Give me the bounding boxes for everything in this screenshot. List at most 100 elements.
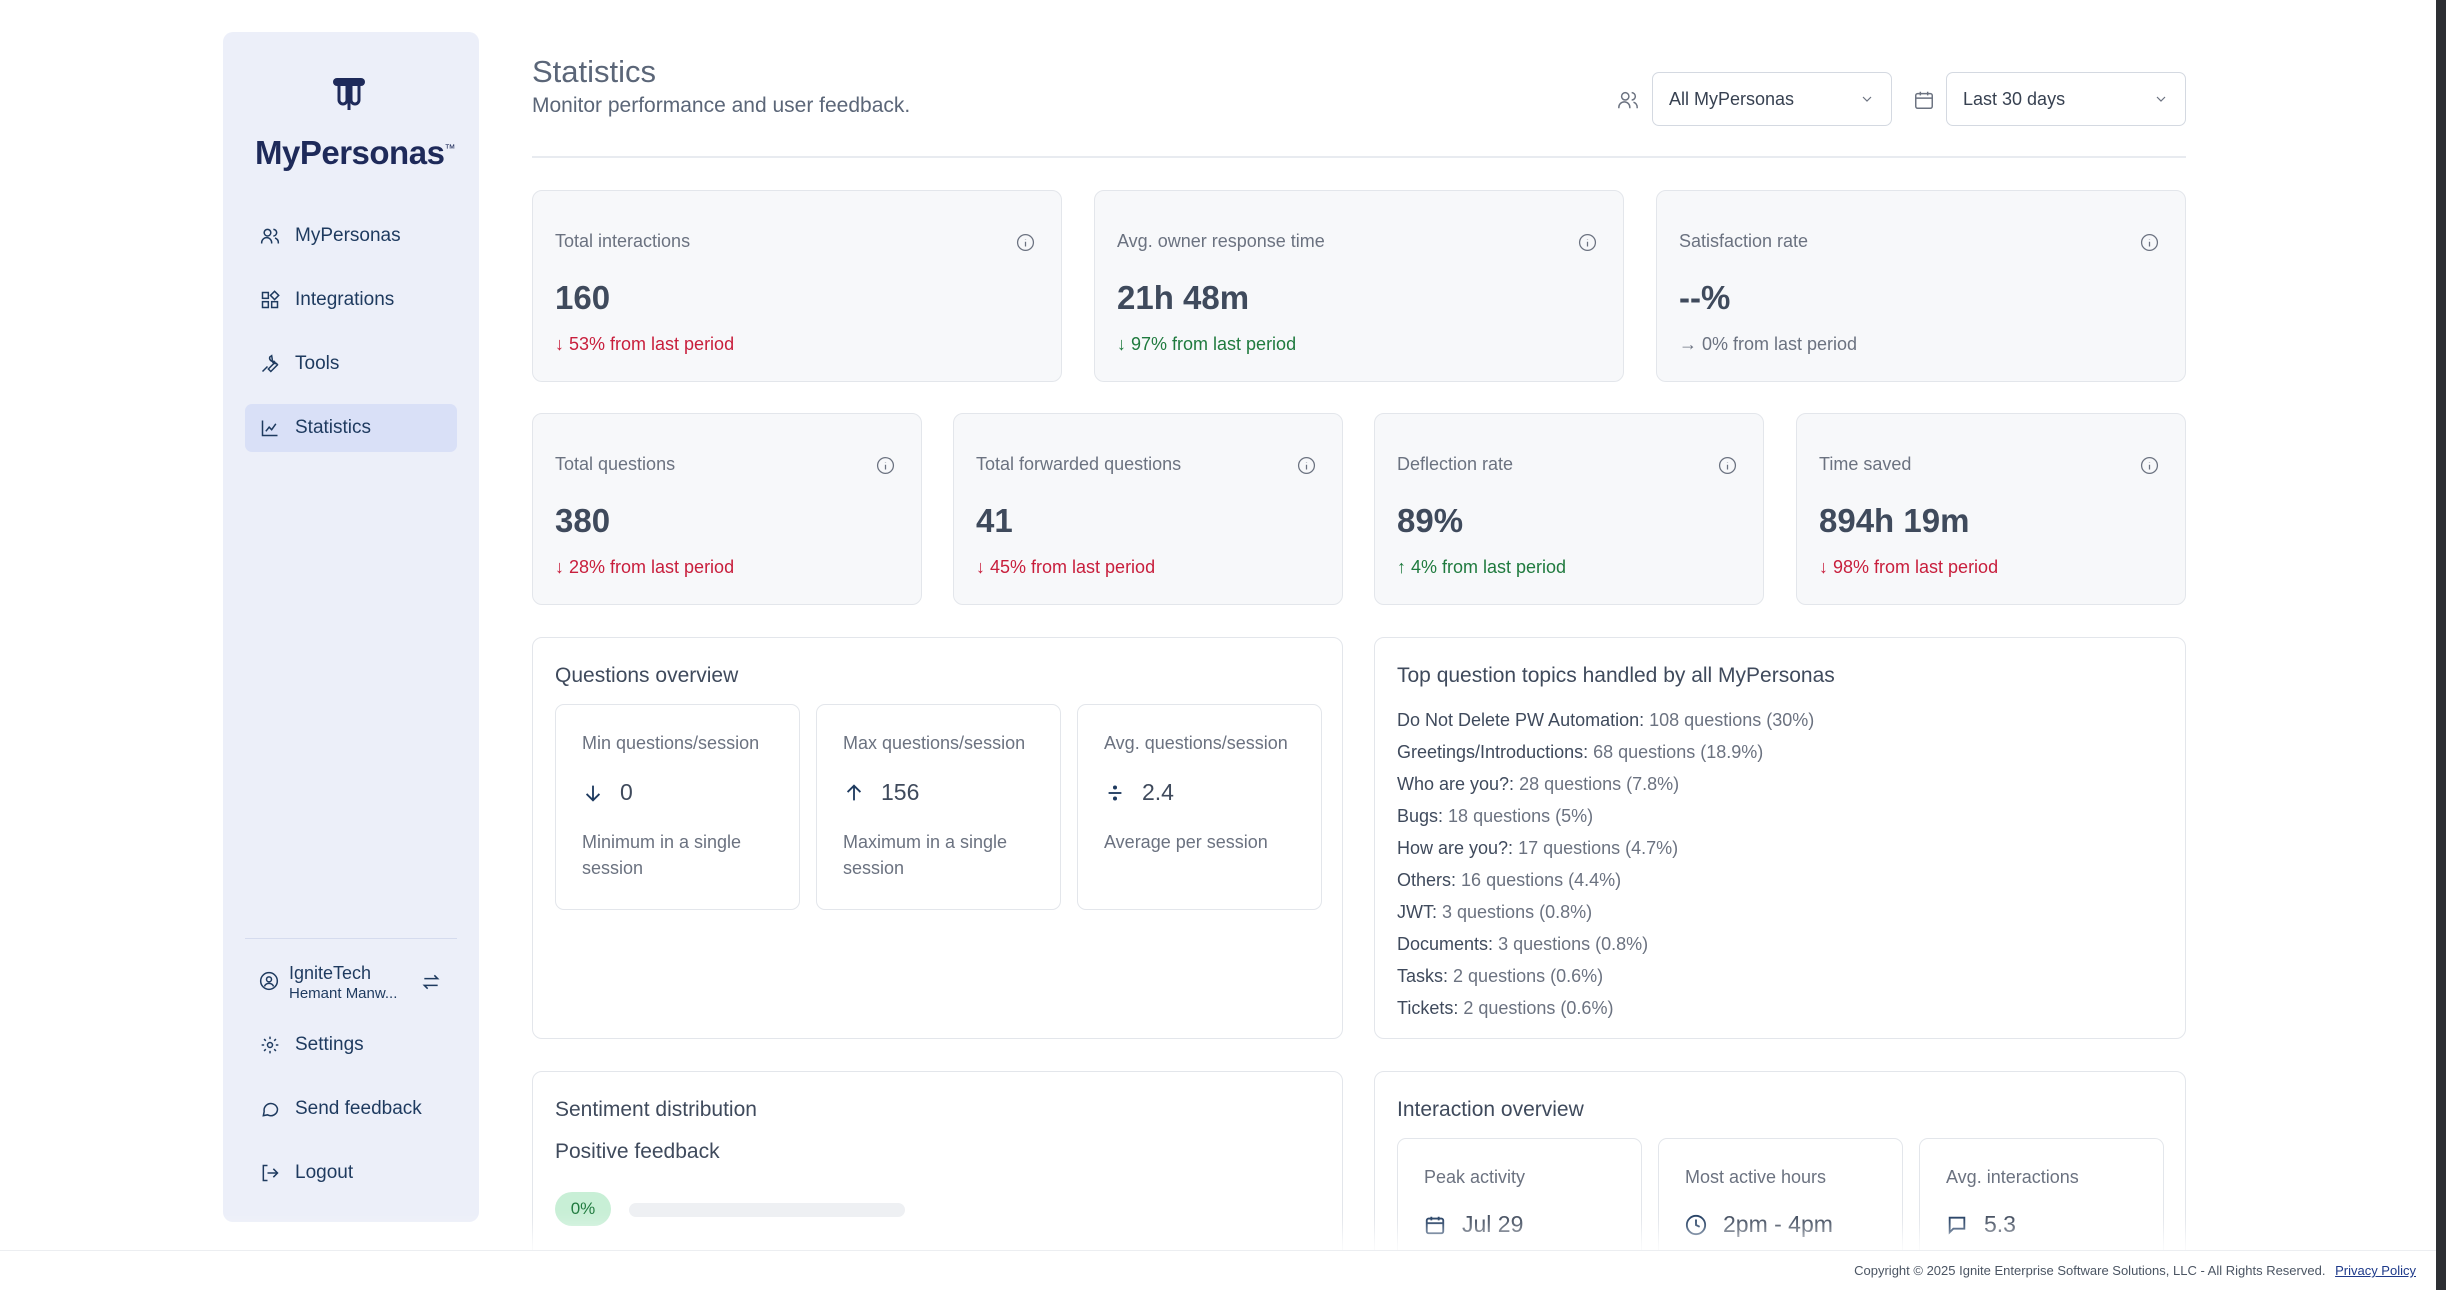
list-item: Bugs: 18 questions (5%) [1397, 806, 1594, 826]
metric-change: ↑ 4% from last period [1397, 557, 1567, 577]
account-user: Hemant Manw... [289, 984, 398, 1002]
questions-overview-panel: Questions overview Min questions/session… [532, 637, 1343, 1039]
privacy-policy-link[interactable]: Privacy Policy [2335, 1263, 2416, 1278]
sidebar-item-label: Send feedback [295, 1098, 422, 1119]
sidebar-item-label: Statistics [295, 417, 372, 438]
positive-feedback-label: Positive feedback [555, 1140, 720, 1163]
metric-label: Deflection rate [1397, 454, 1514, 474]
list-item: Who are you?: 28 questions (7.8%) [1397, 774, 1680, 794]
arrow-up-icon [843, 782, 865, 804]
info-icon[interactable] [1297, 456, 1316, 475]
metric-change: ↓ 28% from last period [555, 557, 735, 577]
metric-value: 41 [976, 502, 1013, 539]
metric-card-avg-response-time: Avg. owner response time 21h 48m ↓ 97% f… [1094, 190, 1624, 382]
sidebar-item-tools[interactable]: Tools [245, 340, 457, 388]
sub-value: 0 [582, 779, 633, 806]
metric-label: Total questions [555, 454, 676, 474]
sub-value: 5.3 [1946, 1211, 2016, 1238]
list-item: Do Not Delete PW Automation: 108 questio… [1397, 710, 1815, 730]
metric-label: Avg. owner response time [1117, 231, 1325, 251]
message-icon [259, 1098, 281, 1120]
metric-change: → 0% from last period [1679, 334, 1858, 354]
calendar-icon [1424, 1214, 1446, 1236]
min-questions-card: Min questions/session 0 Minimum in a sin… [555, 704, 800, 910]
sidebar-item-mypersonas[interactable]: MyPersonas [245, 212, 457, 260]
metric-change: ↓ 97% from last period [1117, 334, 1297, 354]
sidebar-bottom: IgniteTech Hemant Manw... Settings Send … [245, 938, 457, 1213]
metric-label: Time saved [1819, 454, 1912, 474]
metric-value: 380 [555, 502, 611, 539]
section-title: Questions overview [555, 664, 739, 687]
page-title: Statistics [532, 54, 657, 89]
section-title: Interaction overview [1397, 1098, 1584, 1121]
info-icon[interactable] [1578, 233, 1597, 252]
users-icon [1617, 89, 1639, 111]
topics-list: Do Not Delete PW Automation: 108 questio… [1397, 704, 1814, 1024]
clock-icon [1685, 1214, 1707, 1236]
sidebar-item-statistics[interactable]: Statistics [245, 404, 457, 452]
sub-desc: Maximum in a single session [843, 832, 1008, 879]
sub-value-text: 0 [620, 779, 633, 805]
persona-filter-select[interactable]: All MyPersonas [1652, 72, 1892, 126]
message-icon [1946, 1214, 1968, 1236]
list-item: JWT: 3 questions (0.8%) [1397, 902, 1593, 922]
metric-value: --% [1679, 279, 1731, 316]
info-icon[interactable] [876, 456, 895, 475]
metric-label: Satisfaction rate [1679, 231, 1809, 251]
metric-label: Total interactions [555, 231, 691, 251]
avg-questions-card: Avg. questions/session 2.4 Average per s… [1077, 704, 1322, 910]
sentiment-panel: Sentiment distribution Positive feedback… [532, 1071, 1343, 1271]
section-title: Top question topics handled by all MyPer… [1397, 664, 1835, 687]
metric-card-total-questions: Total questions 380 ↓ 28% from last peri… [532, 413, 922, 605]
positive-feedback-bar [629, 1203, 905, 1217]
sidebar-item-label: Integrations [295, 289, 395, 310]
integrations-icon [259, 289, 281, 311]
logout-icon [259, 1162, 281, 1184]
interaction-overview-panel: Interaction overview Peak activity Jul 2… [1374, 1071, 2186, 1288]
arrow-down-icon [582, 782, 604, 804]
sidebar-item-integrations[interactable]: Integrations [245, 276, 457, 324]
account-name: IgniteTech [289, 963, 372, 984]
metric-label: Total forwarded questions [976, 454, 1182, 474]
list-item: Tasks: 2 questions (0.6%) [1397, 966, 1604, 986]
sidebar-item-label: Logout [295, 1162, 354, 1183]
metric-card-time-saved: Time saved 894h 19m ↓ 98% from last peri… [1796, 413, 2186, 605]
info-icon[interactable] [2140, 456, 2159, 475]
sub-value: 2pm - 4pm [1685, 1211, 1833, 1238]
metric-card-satisfaction-rate: Satisfaction rate --% → 0% from last per… [1656, 190, 2186, 382]
sub-desc: Minimum in a single session [582, 832, 742, 879]
metric-value: 894h 19m [1819, 502, 1970, 539]
sub-value: Jul 29 [1424, 1211, 1523, 1238]
sidebar-item-label: Settings [295, 1034, 364, 1055]
metric-change: ↓ 53% from last period [555, 334, 735, 354]
positive-feedback-badge: 0% [555, 1192, 611, 1226]
top-topics-panel: Top question topics handled by all MyPer… [1374, 637, 2186, 1039]
sidebar-item-send-feedback[interactable]: Send feedback [245, 1085, 457, 1133]
account-switcher[interactable]: IgniteTech Hemant Manw... [245, 957, 457, 1009]
sidebar-item-label: MyPersonas [295, 225, 401, 246]
info-icon[interactable] [2140, 233, 2159, 252]
chevron-down-icon [2153, 91, 2169, 107]
wrench-icon [259, 353, 281, 375]
date-range-select[interactable]: Last 30 days [1946, 72, 2186, 126]
sub-value-text: 156 [881, 779, 920, 805]
user-circle-icon [259, 971, 281, 996]
logo-wordmark: MyPersonas™ [255, 134, 455, 171]
sub-label: Avg. questions/session [1104, 733, 1288, 753]
sub-value: 2.4 [1104, 779, 1174, 806]
sidebar-item-logout[interactable]: Logout [245, 1149, 457, 1197]
logo[interactable]: MyPersonas™ [255, 74, 455, 174]
sub-label: Avg. interactions [1946, 1167, 2079, 1187]
metric-card-forwarded-questions: Total forwarded questions 41 ↓ 45% from … [953, 413, 1343, 605]
date-range-value: Last 30 days [1963, 88, 2066, 109]
switch-account-icon[interactable] [421, 972, 443, 994]
users-icon [259, 225, 281, 247]
info-icon[interactable] [1016, 233, 1035, 252]
sidebar-item-label: Tools [295, 353, 340, 374]
metric-card-total-interactions: Total interactions 160 ↓ 53% from last p… [532, 190, 1062, 382]
metric-value: 21h 48m [1117, 279, 1250, 316]
sub-value-text: Jul 29 [1462, 1211, 1524, 1237]
sidebar-item-settings[interactable]: Settings [245, 1021, 457, 1069]
info-icon[interactable] [1718, 456, 1737, 475]
window-edge [2436, 0, 2446, 1290]
